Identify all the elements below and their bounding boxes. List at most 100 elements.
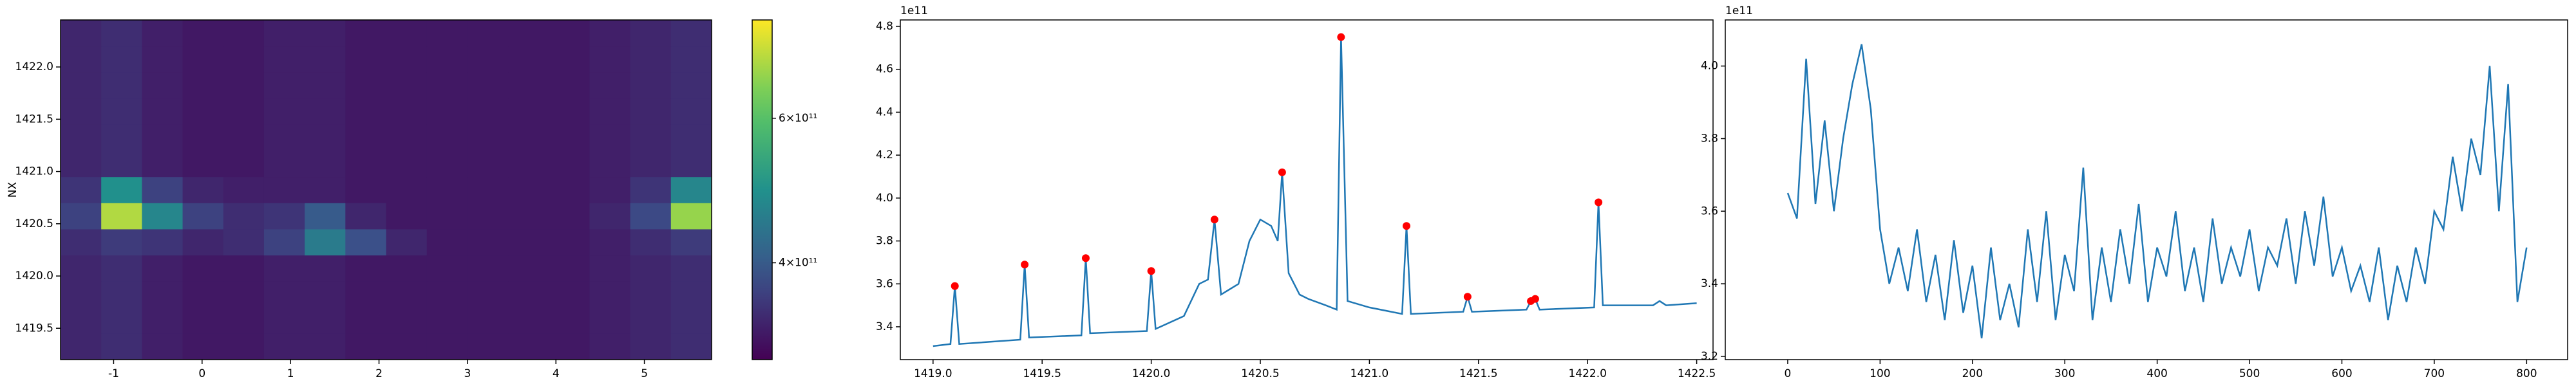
heatmap-cell	[182, 98, 224, 125]
heatmap-cell	[630, 72, 672, 99]
heatmap-cell	[223, 255, 265, 282]
heatmap-cell	[182, 281, 224, 308]
heatmap-cell	[670, 307, 712, 334]
heatmap-cell	[549, 333, 590, 360]
x-tick-label: 0	[198, 367, 205, 380]
heatmap-cell	[549, 307, 590, 334]
heatmap-cell	[589, 281, 631, 308]
heatmap-cell	[467, 228, 509, 256]
x-tick-label: 5	[641, 367, 648, 380]
heatmap-cell	[467, 333, 509, 360]
heatmap-cell	[305, 228, 346, 256]
heatmap-cell	[142, 46, 184, 73]
heatmap-cell	[142, 72, 184, 99]
heatmap-cell	[142, 203, 184, 230]
heatmap-cell	[305, 203, 346, 230]
heatmap-cell	[549, 255, 590, 282]
heatmap-cell	[549, 228, 590, 256]
heatmap-cell	[670, 124, 712, 151]
y-tick-label: 3.6	[876, 277, 893, 290]
heatmap-cell	[426, 255, 468, 282]
heatmap-cell	[142, 281, 184, 308]
heatmap-cell	[386, 281, 428, 308]
heatmap-cell	[223, 98, 265, 125]
heatmap-cell	[508, 203, 549, 230]
heatmap-cell	[101, 46, 142, 73]
heatmap-cell	[263, 98, 305, 125]
y-tick-label: 3.6	[1701, 205, 1718, 217]
x-tick-label: 1422.5	[1678, 367, 1716, 380]
heatmap-cell	[467, 98, 509, 125]
heatmap-cell	[426, 281, 468, 308]
line	[1786, 44, 2528, 338]
heatmap-cell	[630, 46, 672, 73]
heatmap-cell	[670, 255, 712, 282]
heatmap-cell	[508, 333, 549, 360]
heatmap-cell	[263, 151, 305, 178]
heatmap-cell	[386, 228, 428, 256]
heatmap-cell	[467, 46, 509, 73]
peak-marker	[1081, 254, 1090, 262]
y-tick-label: 1422.0	[15, 60, 53, 73]
heatmap-cell	[589, 333, 631, 360]
heatmap-cell	[182, 228, 224, 256]
y-tick-label: 1419.5	[15, 322, 53, 335]
heatmap-cell	[426, 98, 468, 125]
heatmap-cell	[386, 176, 428, 203]
axes-frame	[900, 19, 1714, 360]
heatmap-cell	[386, 203, 428, 230]
heatmap-cell	[61, 333, 102, 360]
heatmap-cell	[386, 98, 428, 125]
heatmap-cell	[61, 151, 102, 178]
heatmap-cell	[345, 98, 386, 125]
heatmap-cell	[61, 124, 102, 151]
heatmap-cell	[589, 151, 631, 178]
heatmap-cell	[549, 176, 590, 203]
y-tick-label: 3.4	[1701, 277, 1718, 290]
y-tick-label: 4.4	[876, 106, 893, 118]
heatmap-cell	[101, 176, 142, 203]
heatmap-cell	[426, 333, 468, 360]
y-tick-label: 3.2	[1701, 350, 1718, 363]
heatmap-cell	[589, 176, 631, 203]
heatmap-cell	[223, 333, 265, 360]
heatmap-cell	[630, 333, 672, 360]
heatmap-cell	[223, 228, 265, 256]
heatmap-cell	[142, 124, 184, 151]
heatmap-cell	[305, 72, 346, 99]
heatmap-cell	[182, 255, 224, 282]
heatmap-cell	[549, 281, 590, 308]
x-tick-label: 200	[1962, 367, 1983, 380]
heatmap-cell	[142, 333, 184, 360]
heatmap-cell	[61, 281, 102, 308]
x-tick-label: -1	[108, 367, 119, 380]
heatmap-cell	[670, 98, 712, 125]
heatmap-cell	[182, 72, 224, 99]
heatmap-cell	[426, 228, 468, 256]
x-tick-label: 0	[1785, 367, 1792, 380]
heatmap-cell	[589, 20, 631, 47]
heatmap-cell	[467, 255, 509, 282]
heatmap-cell	[508, 176, 549, 203]
colorbar-tick-label: 4×10¹¹	[779, 256, 817, 269]
heatmap-cell	[508, 255, 549, 282]
heatmap-cell	[305, 333, 346, 360]
axes-frame	[1725, 19, 2568, 360]
heatmap-cell	[223, 46, 265, 73]
heatmap-cell	[263, 203, 305, 230]
x-tick-label: 400	[2146, 367, 2167, 380]
heatmap-cell	[223, 151, 265, 178]
peak-marker	[1210, 216, 1218, 224]
heatmap-cell	[182, 151, 224, 178]
heatmap-cell	[670, 46, 712, 73]
y-tick-label: 3.8	[876, 235, 893, 248]
heatmap-cell	[263, 20, 305, 47]
heatmap-cell	[61, 46, 102, 73]
heatmap-cell	[508, 228, 549, 256]
heatmap-cell	[345, 255, 386, 282]
peak-marker	[1337, 33, 1345, 41]
heatmap-cell	[263, 255, 305, 282]
heatmap-cell	[142, 20, 184, 47]
heatmap-cell	[345, 72, 386, 99]
heatmap-cell	[467, 203, 509, 230]
